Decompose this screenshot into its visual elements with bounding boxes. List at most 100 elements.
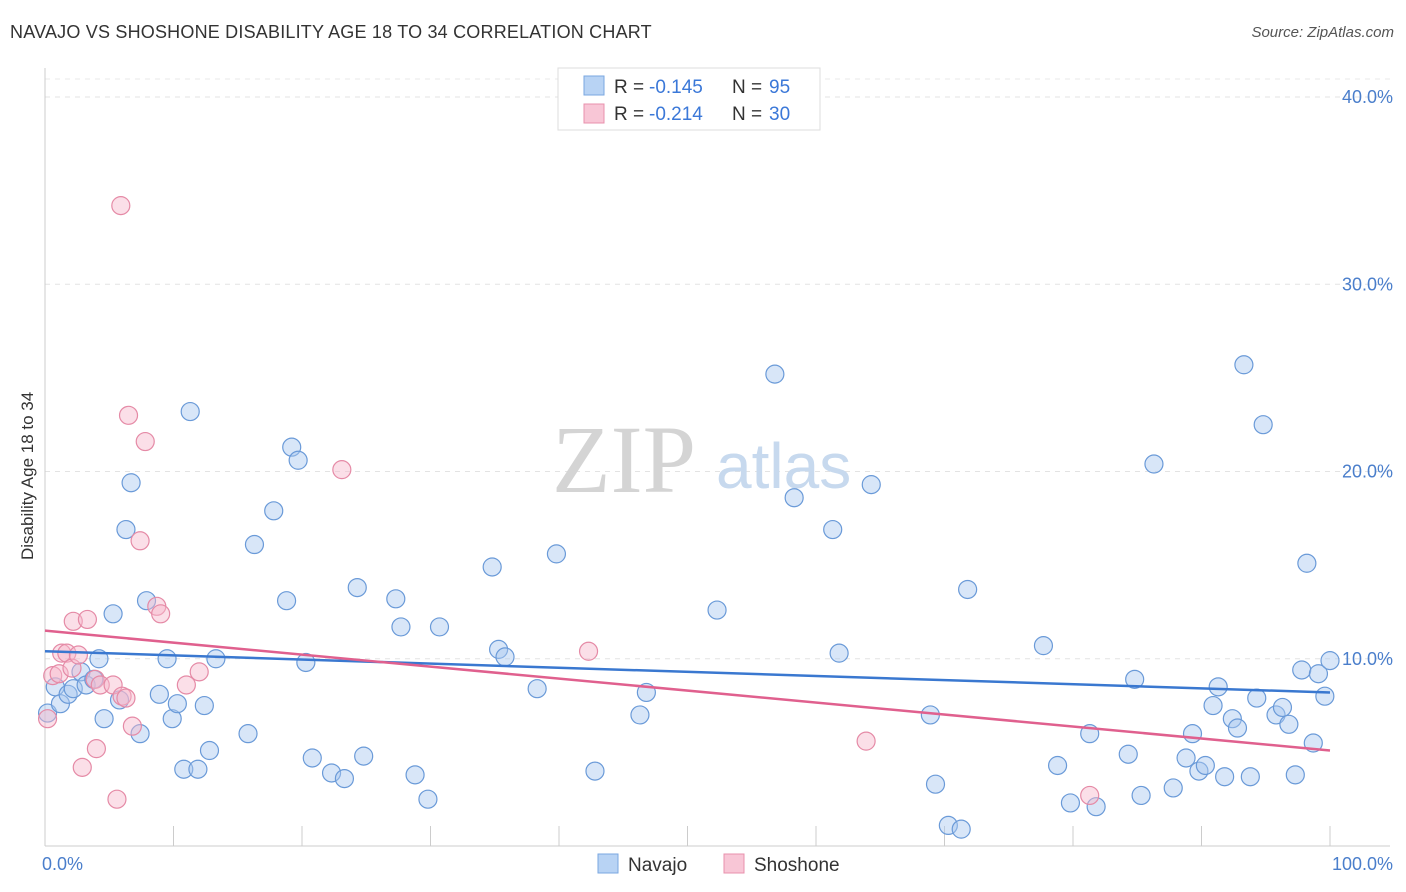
navajo-point bbox=[347, 577, 367, 598]
grid-lines bbox=[45, 78, 1390, 660]
shoshone-point bbox=[111, 196, 131, 216]
navajo-point bbox=[116, 519, 136, 540]
navajo-n-label: N = bbox=[732, 77, 762, 98]
navajo-point bbox=[1272, 697, 1293, 718]
shoshone-point bbox=[176, 675, 196, 695]
watermark-zip: ZIP bbox=[552, 406, 696, 513]
navajo-point bbox=[1176, 748, 1196, 768]
shoshone-point bbox=[68, 645, 89, 665]
navajo-point bbox=[199, 740, 220, 761]
shoshone-point bbox=[116, 688, 136, 708]
navajo-point bbox=[1279, 714, 1299, 734]
navajo-point bbox=[296, 652, 316, 673]
navajo-point bbox=[1266, 705, 1286, 725]
shoshone-point bbox=[189, 662, 209, 682]
trend-lines bbox=[44, 629, 1331, 752]
x-tick-label-max: 100.0% bbox=[1332, 854, 1393, 874]
navajo-point bbox=[1125, 669, 1145, 689]
shoshone-point bbox=[856, 731, 876, 751]
navajo-bottom-swatch bbox=[597, 853, 619, 874]
navajo-point bbox=[1222, 709, 1242, 729]
navajo-point bbox=[194, 695, 214, 716]
shoshone-point bbox=[77, 609, 98, 630]
navajo-point bbox=[951, 819, 971, 839]
navajo-point bbox=[238, 724, 258, 744]
navajo-point bbox=[1297, 553, 1317, 573]
y-tick-label: 30.0% bbox=[1342, 274, 1393, 294]
navajo-point bbox=[354, 746, 374, 766]
shoshone-r-value: -0.214 bbox=[649, 104, 703, 125]
y-tick-label: 40.0% bbox=[1342, 87, 1393, 107]
shoshone-point bbox=[72, 757, 92, 777]
chart-title: NAVAJO VS SHOSHONE DISABILITY AGE 18 TO … bbox=[10, 22, 652, 42]
stats-legend: R = -0.145 N = 95 R = -0.214 N = 30 bbox=[557, 67, 821, 131]
navajo-point bbox=[1144, 454, 1164, 474]
navajo-point bbox=[925, 774, 946, 794]
shoshone-n-value: 30 bbox=[769, 104, 790, 125]
navajo-point bbox=[784, 488, 804, 508]
shoshone-points bbox=[37, 196, 1100, 809]
navajo-point bbox=[136, 591, 157, 611]
shoshone-point bbox=[135, 431, 155, 452]
navajo-point bbox=[264, 501, 284, 521]
y-tick-label: 20.0% bbox=[1342, 462, 1393, 482]
navajo-point bbox=[1182, 724, 1203, 744]
navajo-point bbox=[157, 649, 177, 669]
navajo-point bbox=[1292, 660, 1312, 680]
shoshone-point bbox=[37, 709, 58, 729]
navajo-point bbox=[765, 364, 785, 384]
navajo-n-value: 95 bbox=[769, 77, 790, 98]
navajo-point bbox=[121, 473, 141, 493]
navajo-point bbox=[391, 617, 411, 637]
navajo-point bbox=[37, 703, 58, 723]
x-tick-label-min: 0.0% bbox=[42, 854, 83, 874]
navajo-point bbox=[130, 724, 150, 744]
navajo-trend-line bbox=[44, 650, 1331, 694]
shoshone-point bbox=[86, 739, 107, 759]
navajo-point bbox=[206, 649, 226, 669]
shoshone-n-label: N = bbox=[732, 104, 762, 125]
watermark: ZIP atlas bbox=[552, 406, 851, 513]
navajo-point bbox=[958, 579, 978, 600]
shoshone-point bbox=[130, 531, 150, 551]
navajo-point bbox=[103, 604, 123, 624]
axes bbox=[44, 68, 1390, 847]
navajo-point bbox=[167, 694, 187, 714]
navajo-point bbox=[1215, 767, 1235, 787]
shoshone-point bbox=[107, 789, 127, 809]
source-label: Source: ZipAtlas.com bbox=[1251, 24, 1394, 41]
shoshone-point bbox=[122, 716, 142, 736]
navajo-point bbox=[1315, 686, 1335, 706]
navajo-point bbox=[1086, 797, 1106, 817]
series-legend: Navajo Shoshone bbox=[597, 853, 840, 876]
navajo-point bbox=[429, 617, 450, 637]
y-tick-label: 10.0% bbox=[1342, 649, 1393, 669]
tick-labels: 10.0% 20.0% 30.0% 40.0% 0.0% 100.0% bbox=[42, 87, 1393, 874]
navajo-r-value: -0.145 bbox=[649, 77, 703, 98]
shoshone-point bbox=[1080, 785, 1100, 806]
navajo-point bbox=[1240, 767, 1260, 787]
navajo-point bbox=[334, 768, 355, 789]
shoshone-bottom-swatch bbox=[723, 853, 745, 874]
navajo-legend-label: Navajo bbox=[628, 855, 687, 876]
navajo-point bbox=[1227, 718, 1248, 738]
navajo-point bbox=[149, 684, 169, 704]
navajo-point bbox=[288, 450, 308, 470]
navajo-point bbox=[1247, 688, 1267, 708]
shoshone-point bbox=[578, 641, 599, 661]
shoshone-legend-swatch bbox=[583, 103, 605, 124]
navajo-point bbox=[489, 639, 509, 659]
navajo-point bbox=[1118, 744, 1138, 764]
navajo-point bbox=[1208, 677, 1228, 697]
shoshone-point bbox=[85, 669, 105, 689]
navajo-point bbox=[276, 591, 297, 611]
navajo-point bbox=[58, 684, 78, 704]
shoshone-point bbox=[151, 604, 171, 624]
navajo-point bbox=[1308, 664, 1329, 684]
watermark-atlas: atlas bbox=[716, 430, 851, 502]
navajo-point bbox=[585, 761, 605, 781]
navajo-point bbox=[546, 544, 567, 564]
shoshone-point bbox=[332, 460, 352, 480]
navajo-point bbox=[1195, 755, 1215, 776]
navajo-point bbox=[1285, 765, 1305, 785]
